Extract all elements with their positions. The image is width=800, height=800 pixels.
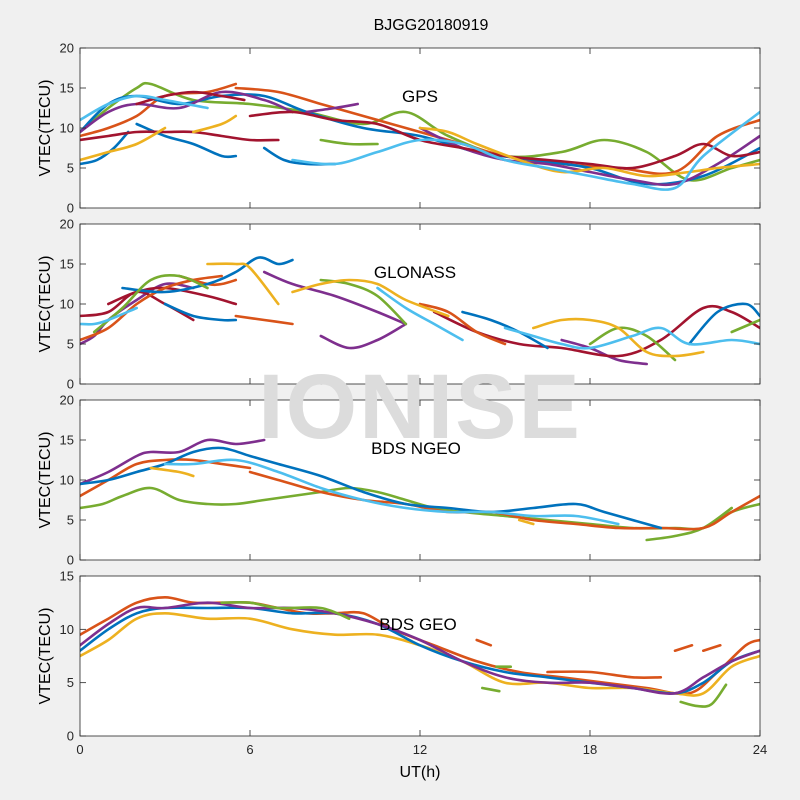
series-line-bds-geo-5 [702, 644, 722, 652]
panel-title-glonass: GLONASS [374, 263, 456, 282]
series-line-bds-geo-9 [220, 601, 351, 620]
series-line-bds-ngeo-5 [80, 446, 663, 530]
panel-glonass: 0 5 10 15 20 VTEC(TECU) GLONASS [37, 217, 761, 392]
series-line-glonass-21 [532, 317, 705, 358]
series-line-glonass-23 [376, 286, 464, 342]
y-tick-label-gps-10: 10 [60, 121, 74, 136]
panel-bds-ngeo: 0 5 10 15 20 VTEC(TECU) BDS NGEO [37, 393, 761, 568]
series-line-bds-ngeo-4 [80, 438, 266, 486]
series-line-gps-14 [192, 114, 238, 134]
series-line-gps-16 [80, 94, 209, 122]
y-tick-label-glonass-10: 10 [60, 297, 74, 312]
series-line-gps-8 [418, 126, 760, 187]
series-line-gps-11 [248, 110, 760, 170]
series-line-glonass-22 [80, 306, 138, 326]
series-line-glonass-2 [319, 322, 408, 350]
series-line-glonass-19 [206, 262, 280, 306]
plot-area-bds-ngeo [80, 400, 760, 560]
panel-title-bds-geo: BDS GEO [379, 615, 456, 634]
series-line-glonass-10 [418, 302, 507, 346]
x-axis-label: UT(h) [400, 764, 441, 781]
series-line-gps-9 [305, 102, 359, 114]
y-tick-label-gps-15: 15 [60, 81, 74, 96]
y-tick-label-bds-geo-0: 0 [67, 729, 74, 744]
y-tick-label-bds-geo-15: 15 [60, 569, 74, 584]
y-tick-label-bds-ngeo-15: 15 [60, 433, 74, 448]
series-line-bds-ngeo-1 [645, 506, 733, 542]
x-tick-label-18: 18 [583, 742, 597, 757]
series-line-glonass-14 [687, 302, 760, 346]
x-tick-label-0: 0 [76, 742, 83, 757]
y-tick-label-gps-20: 20 [60, 41, 74, 56]
series-line-bds-geo-4 [673, 644, 694, 652]
series-line-glonass-15 [92, 273, 209, 334]
y-tick-label-glonass-20: 20 [60, 217, 74, 232]
series-line-glonass-12 [163, 302, 238, 322]
y-tick-label-bds-ngeo-20: 20 [60, 393, 74, 408]
series-line-glonass-9 [234, 314, 294, 326]
series-line-gps-4 [80, 130, 130, 166]
y-axis-label-bds-ngeo: VTEC(TECU) [37, 432, 54, 529]
y-tick-label-bds-geo-10: 10 [60, 622, 74, 637]
x-tick-label-6: 6 [246, 742, 253, 757]
y-tick-label-gps-0: 0 [67, 201, 74, 216]
y-axis-label-gps: VTEC(TECU) [37, 80, 54, 177]
series-line-glonass-13 [461, 310, 549, 350]
series-line-bds-geo-12 [679, 683, 728, 708]
series-line-glonass-17 [588, 326, 677, 362]
panel-title-gps: GPS [402, 87, 438, 106]
y-tick-label-gps-5: 5 [67, 161, 74, 176]
figure-title: BJGG20180919 [374, 17, 489, 34]
series-line-gps-13 [80, 126, 167, 162]
series-line-bds-ngeo-6 [163, 458, 620, 526]
series-group-gps [80, 81, 760, 191]
series-line-bds-ngeo-8 [517, 518, 535, 526]
y-tick-label-bds-ngeo-0: 0 [67, 553, 74, 568]
series-line-bds-geo-3 [546, 670, 663, 679]
series-line-gps-7 [80, 90, 294, 134]
x-tick-label-12: 12 [413, 742, 427, 757]
y-tick-label-glonass-5: 5 [67, 337, 74, 352]
series-line-bds-ngeo-7 [149, 466, 195, 478]
y-axis-label-bds-geo: VTEC(TECU) [37, 608, 54, 705]
series-line-bds-geo-8 [80, 601, 760, 695]
series-line-glonass-18 [730, 318, 760, 334]
series-line-gps-15 [418, 126, 760, 178]
series-line-bds-ngeo-3 [248, 470, 760, 531]
series-line-glonass-24 [503, 326, 760, 350]
series-line-gps-10 [80, 130, 280, 142]
series-line-gps-17 [291, 110, 760, 191]
series-line-bds-geo-2 [475, 638, 493, 647]
y-tick-label-glonass-0: 0 [67, 377, 74, 392]
panel-bds-geo: 0 5 10 15 0 6 12 18 24 VTEC(TECU) BDS GEO [37, 569, 767, 758]
y-tick-label-bds-ngeo-10: 10 [60, 473, 74, 488]
x-tick-label-24: 24 [753, 742, 767, 757]
series-line-bds-geo-10 [481, 686, 501, 693]
panel-gps: 0 5 10 15 20 VTEC(TECU) GPS [37, 41, 761, 216]
series-group-bds-ngeo [80, 438, 760, 542]
series-line-gps-18 [319, 138, 379, 146]
panel-title-bds-ngeo: BDS NGEO [371, 439, 461, 458]
watermark: IONISE [258, 356, 582, 458]
y-axis-label-glonass: VTEC(TECU) [37, 256, 54, 353]
series-group-bds-geo [80, 595, 760, 708]
series-line-glonass-1 [262, 270, 408, 326]
series-line-glonass-7 [80, 274, 223, 342]
y-tick-label-bds-geo-5: 5 [67, 675, 74, 690]
y-tick-label-glonass-15: 15 [60, 257, 74, 272]
series-line-glonass-11 [121, 256, 294, 294]
series-line-glonass-20 [291, 278, 450, 318]
y-tick-label-bds-ngeo-5: 5 [67, 513, 74, 528]
series-group-glonass [80, 256, 760, 366]
